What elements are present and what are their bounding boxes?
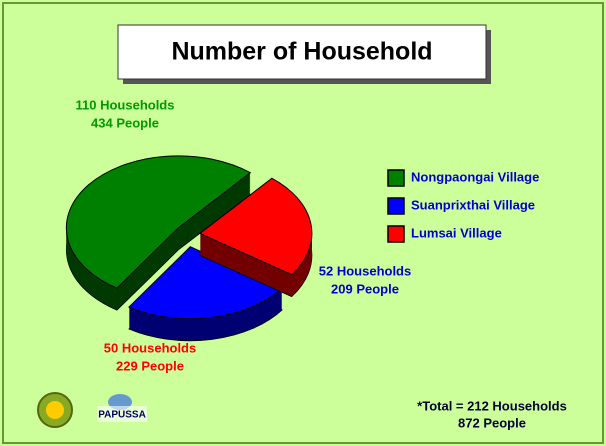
slice: [198, 177, 313, 298]
slice: [128, 246, 284, 342]
slice-top: [198, 177, 313, 276]
legend-label: Suanprixthai Village: [411, 197, 535, 212]
data-label: 229 People: [116, 358, 184, 373]
logo-right: PAPUSSA: [97, 394, 147, 422]
data-label: 209 People: [331, 281, 399, 296]
slice: [65, 155, 252, 311]
legend-swatch: [387, 169, 405, 187]
data-label: 50 Households: [104, 340, 196, 355]
logo-left: [37, 392, 73, 428]
legend-swatch: [387, 225, 405, 243]
annotation: 872 People: [458, 415, 526, 430]
data-label: 52 Households: [319, 263, 411, 278]
logo-text: PAPUSSA: [98, 410, 146, 421]
legend-label: Nongpaongai Village: [411, 169, 539, 184]
legend-label: Lumsai Village: [411, 225, 502, 240]
slice-top: [128, 246, 284, 320]
data-label: 110 Households: [76, 97, 175, 112]
title-box: [117, 24, 487, 80]
slice-top: [65, 155, 252, 289]
chart-title: Number of Household: [171, 38, 432, 66]
annotation: *Total = 212 Households: [417, 398, 567, 413]
legend-swatch: [387, 197, 405, 215]
data-label: 434 People: [91, 115, 159, 130]
